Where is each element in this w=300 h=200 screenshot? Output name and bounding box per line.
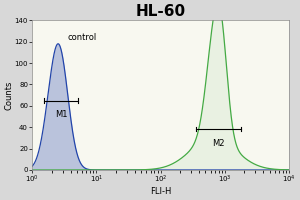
- Text: control: control: [68, 33, 97, 42]
- X-axis label: FLI-H: FLI-H: [150, 187, 171, 196]
- Text: M2: M2: [212, 139, 225, 148]
- Title: HL-60: HL-60: [136, 4, 186, 19]
- Text: M1: M1: [55, 110, 68, 119]
- Y-axis label: Counts: Counts: [4, 80, 13, 110]
